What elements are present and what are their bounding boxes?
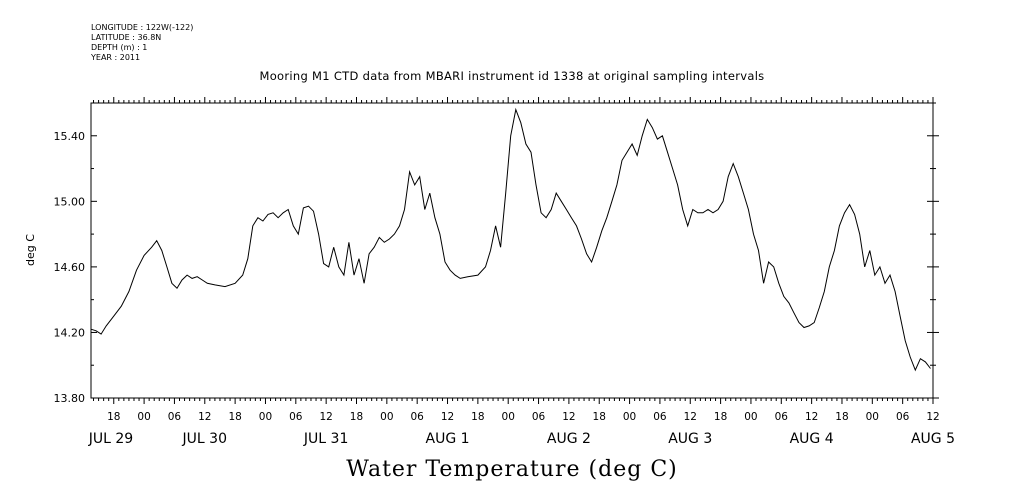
y-tick-label: 15.40 bbox=[54, 130, 86, 143]
x-hour-label: 00 bbox=[137, 411, 150, 423]
x-day-label: JUL 31 bbox=[303, 431, 348, 447]
x-hour-label: 12 bbox=[805, 411, 818, 423]
x-hour-label: 06 bbox=[896, 411, 910, 423]
x-hour-label: 12 bbox=[926, 411, 939, 423]
x-hour-label: 18 bbox=[471, 411, 484, 423]
metadata-year: YEAR : 2011 bbox=[90, 53, 140, 62]
x-hour-label: 00 bbox=[502, 411, 515, 423]
x-day-label: AUG 1 bbox=[426, 431, 470, 447]
metadata-depth: DEPTH (m) : 1 bbox=[91, 43, 147, 52]
x-day-label: JUL 29 bbox=[88, 431, 133, 447]
y-tick-label: 14.60 bbox=[54, 261, 86, 274]
axis-tick-labels: 14.20 14.60 15.00 15.40 13.80 18 00 06 12 18 00 06 1… bbox=[54, 130, 956, 447]
plot-frame bbox=[90, 102, 934, 399]
x-hour-label: 18 bbox=[350, 411, 363, 423]
x-hour-label: 18 bbox=[835, 411, 848, 423]
x-hour-label: 18 bbox=[107, 411, 120, 423]
temperature-series-line bbox=[90, 107, 931, 372]
x-hour-label: 06 bbox=[289, 411, 303, 423]
x-hour-label: 00 bbox=[380, 411, 393, 423]
x-hour-label: 00 bbox=[744, 411, 757, 423]
x-day-label: AUG 5 bbox=[911, 431, 955, 447]
x-hour-label: 06 bbox=[410, 411, 424, 423]
x-day-label: AUG 4 bbox=[790, 431, 834, 447]
x-axis-title: Water Temperature (deg C) bbox=[346, 457, 678, 482]
x-hour-label: 12 bbox=[441, 411, 454, 423]
metadata-latitude: LATITUDE : 36.8N bbox=[91, 33, 161, 42]
y-tick-label: 14.20 bbox=[54, 326, 86, 339]
axis-ticks bbox=[91, 97, 939, 404]
x-hour-label: 06 bbox=[653, 411, 667, 423]
x-day-label: JUL 30 bbox=[182, 431, 227, 447]
y-tick-label: 15.00 bbox=[54, 195, 86, 208]
x-hour-label: 00 bbox=[259, 411, 272, 423]
x-day-label: AUG 3 bbox=[668, 431, 712, 447]
x-day-label: AUG 2 bbox=[547, 431, 591, 447]
x-hour-label: 06 bbox=[775, 411, 789, 423]
x-hour-label: 00 bbox=[866, 411, 879, 423]
x-hour-label: 18 bbox=[228, 411, 241, 423]
chart-title: Mooring M1 CTD data from MBARI instrumen… bbox=[260, 69, 765, 83]
metadata-block: LONGITUDE : 122W(-122) LATITUDE : 36.8N … bbox=[90, 23, 193, 62]
x-hour-label: 12 bbox=[198, 411, 211, 423]
x-hour-label: 12 bbox=[319, 411, 332, 423]
y-axis-label: deg C bbox=[24, 234, 37, 266]
x-hour-label: 06 bbox=[168, 411, 182, 423]
x-hour-label: 18 bbox=[593, 411, 606, 423]
x-hour-label: 00 bbox=[623, 411, 636, 423]
x-hour-label: 18 bbox=[714, 411, 727, 423]
y-tick-label: 13.80 bbox=[54, 392, 86, 405]
metadata-longitude: LONGITUDE : 122W(-122) bbox=[91, 23, 193, 32]
x-hour-label: 12 bbox=[684, 411, 697, 423]
x-hour-label: 12 bbox=[562, 411, 575, 423]
x-hour-label: 06 bbox=[532, 411, 546, 423]
